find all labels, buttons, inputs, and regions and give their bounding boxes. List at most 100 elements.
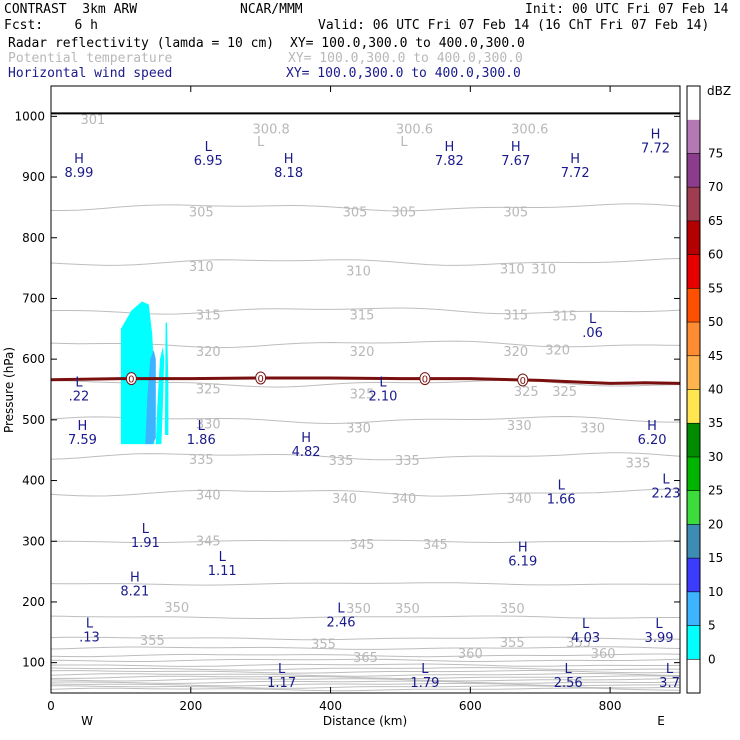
wind-extremum-value: 6.20 <box>638 433 667 448</box>
wind-extremum-value: .06 <box>582 326 603 341</box>
colorbar-tick-label: 50 <box>708 315 723 329</box>
colorbar-tick-label: 25 <box>708 484 723 498</box>
freezing-level-marker-label: 0 <box>257 374 263 385</box>
theta-contour-label: 320 <box>350 345 375 360</box>
wind-extremum-value: 1.79 <box>410 676 439 691</box>
wind-extremum-type: H <box>651 128 661 143</box>
wind-extremum-value: 7.72 <box>641 142 670 157</box>
wind-extremum-type: L <box>558 478 566 493</box>
theta-contour-label: 345 <box>196 534 221 549</box>
colorbar-swatch <box>687 625 700 660</box>
wind-extremum-value: 6.19 <box>508 554 537 569</box>
theta-contour-label: L <box>400 135 408 150</box>
wind-extremum-type: L <box>142 522 150 537</box>
theta-contour-line <box>51 452 680 461</box>
theta-contour-label: 335 <box>329 454 354 469</box>
wind-extremum-type: L <box>565 662 573 677</box>
theta-contour-label: 320 <box>503 345 528 360</box>
wind-extremum-type: H <box>518 540 528 555</box>
theta-contour-label: 330 <box>196 418 221 433</box>
theta-contour-label: 335 <box>395 454 420 469</box>
theta-contour-label: 310 <box>346 265 371 280</box>
freezing-level-line <box>51 376 680 385</box>
theta-contour-label: 325 <box>350 387 375 402</box>
model-label: CONTRAST 3km ARW <box>4 2 138 17</box>
theta-contour-line <box>51 615 680 620</box>
theta-contour-label: 340 <box>507 492 532 507</box>
colorbar-swatch <box>687 490 700 525</box>
valid-label: Valid: 06 UTC Fri 07 Feb 14 (16 ChT Fri … <box>318 18 710 33</box>
theta-contour-label: L <box>257 135 265 150</box>
wind-extremum-value: 8.99 <box>64 166 93 181</box>
wind-extremum-type: L <box>666 662 674 677</box>
field-reflectivity-label: Radar reflectivity (lamda = 10 cm) <box>8 36 275 51</box>
wind-extremum-type: H <box>570 152 580 167</box>
theta-contour-label: 365 <box>353 651 378 666</box>
theta-contour-label: 335 <box>626 457 651 472</box>
freezing-level-marker <box>517 373 529 387</box>
y-tick-label: 300 <box>22 534 45 548</box>
theta-contour-line <box>51 653 680 658</box>
theta-contour-label: 340 <box>332 492 357 507</box>
y-tick-label: 100 <box>22 656 45 670</box>
theta-contour-label: 305 <box>503 205 528 220</box>
theta-contour-label: 350 <box>346 602 371 617</box>
wind-extremum-type: H <box>647 419 657 434</box>
wind-extremum-value: 4.03 <box>571 631 600 646</box>
theta-contour-label: 300.6 <box>396 123 433 138</box>
colorbar-swatch <box>687 423 700 457</box>
colorbar-swatch <box>687 254 700 289</box>
theta-contour-label: 350 <box>395 602 420 617</box>
reflectivity-cell <box>145 350 156 445</box>
colorbar-swatch <box>687 558 700 592</box>
theta-contour-line <box>51 582 680 586</box>
theta-contour-label: 355 <box>500 636 525 651</box>
wind-extremum-value: 6.95 <box>194 154 223 169</box>
colorbar-swatch <box>687 456 700 491</box>
wind-extremum-type: L <box>337 602 345 617</box>
plot-frame <box>50 85 681 694</box>
freezing-level-marker <box>255 371 267 385</box>
theta-contour-label: 350 <box>500 602 525 617</box>
field-theta-label: Potential temperature <box>8 51 173 66</box>
wind-extremum-value: .22 <box>69 389 90 404</box>
wind-extremum-type: H <box>301 431 311 446</box>
theta-contour-label: 320 <box>545 344 570 359</box>
wind-extremum-type: L <box>582 617 590 632</box>
x-axis-label: Distance (km) <box>323 714 407 728</box>
theta-contour-label: 310 <box>531 262 556 277</box>
theta-contour-line <box>51 340 680 349</box>
theta-contour-label: 300.8 <box>253 123 290 138</box>
wind-extremum-type: H <box>74 152 84 167</box>
theta-contour-label: 315 <box>552 310 577 325</box>
theta-contour-line <box>51 687 680 692</box>
x-end-label-east: E <box>657 714 665 728</box>
x-end-label-west: W <box>81 714 93 728</box>
theta-contour-line <box>51 636 680 641</box>
wind-extremum-value: 2.46 <box>327 616 356 631</box>
wind-extremum-value: 7.82 <box>435 154 464 169</box>
wind-extremum-type: H <box>284 152 294 167</box>
colorbar-tick-label: 65 <box>708 214 723 228</box>
colorbar-swatch <box>687 591 700 626</box>
wind-extremum-type: L <box>198 419 206 434</box>
y-tick-label: 400 <box>22 474 45 488</box>
freezing-level-marker <box>125 372 137 386</box>
colorbar-tick-label: 5 <box>708 619 716 633</box>
wind-extremum-value: 1.11 <box>208 564 237 579</box>
colorbar-swatch <box>687 153 700 188</box>
wind-extremum-type: L <box>662 472 670 487</box>
colorbar-swatch <box>687 119 700 154</box>
theta-contour-label: 355 <box>566 636 591 651</box>
theta-contour-line <box>51 675 680 679</box>
freezing-level-marker-label: 0 <box>520 376 526 387</box>
colorbar-swatch <box>687 389 700 424</box>
wind-extremum-value: 3.7 <box>659 676 680 691</box>
theta-contour-label: 310 <box>500 262 525 277</box>
theta-contour-line <box>51 677 680 682</box>
y-tick-label: 800 <box>22 231 45 245</box>
wind-extremum-type: H <box>444 140 454 155</box>
theta-contour-label: 325 <box>514 385 539 400</box>
field-wind-xy: XY= 100.0,300.0 to 400.0,300.0 <box>286 66 521 81</box>
